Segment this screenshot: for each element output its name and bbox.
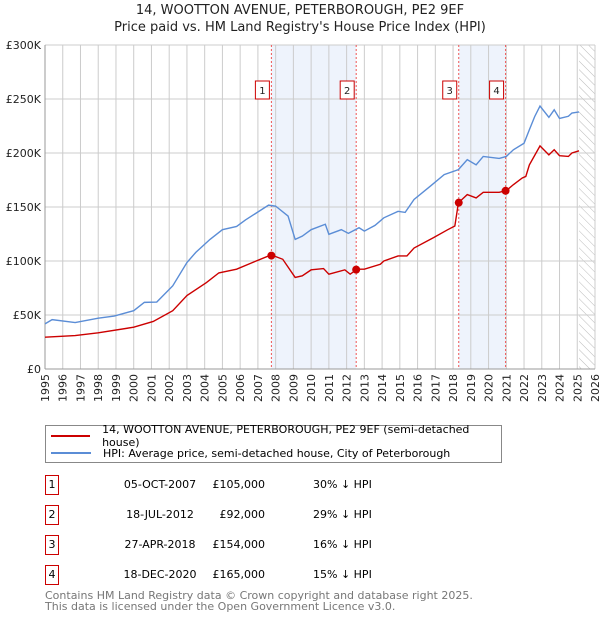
x-tick-label: 1999	[110, 374, 123, 402]
y-tick-label: £0	[27, 363, 41, 376]
legend-label: 14, WOOTTON AVENUE, PETERBOROUGH, PE2 9E…	[102, 423, 470, 449]
sale-date: 27-APR-2018	[124, 538, 196, 551]
x-tick-label: 2004	[199, 374, 212, 402]
footer-licence: This data is licensed under the Open Gov…	[45, 600, 396, 613]
x-tick-label: 2002	[163, 374, 176, 402]
y-tick-label: £300K	[6, 39, 42, 52]
y-tick-label: £150K	[6, 201, 42, 214]
x-tick-label: 2010	[305, 374, 318, 402]
legend-swatch	[51, 452, 91, 454]
sale-label: 3	[447, 86, 453, 97]
x-tick-label: 2019	[465, 374, 478, 402]
x-tick-label: 2015	[394, 374, 407, 402]
sale-price: £165,000	[212, 568, 266, 581]
x-tick-label: 2007	[252, 374, 265, 402]
x-tick-label: 1997	[74, 374, 87, 402]
plot-area: 1995 1996 1997 1998 1999 2000 2001 2002 2003 2004…	[6, 39, 600, 402]
sale-point	[352, 265, 361, 274]
sale-label: 4	[493, 86, 499, 97]
x-tick-label: 1996	[57, 374, 70, 402]
x-tick-label: 2022	[518, 374, 531, 402]
x-tick-label: 2008	[270, 374, 283, 402]
sale-row: 3 27-APR-2018 £154,000 16% ↓ HPI	[45, 535, 445, 555]
y-tick-label: £200K	[6, 147, 42, 160]
sale-price: £154,000	[212, 538, 266, 551]
sale-hpi-diff: 15% ↓ HPI	[313, 568, 372, 581]
x-tick-label: 2017	[429, 374, 442, 402]
sale-point	[454, 198, 463, 207]
sale-hpi-diff: 29% ↓ HPI	[313, 508, 372, 521]
x-tick-label: 2025	[571, 374, 584, 402]
x-tick-label: 2018	[447, 374, 460, 402]
legend: 14, WOOTTON AVENUE, PETERBOROUGH, PE2 9E…	[45, 423, 502, 463]
x-tick-label: 2009	[287, 374, 300, 402]
sale-hpi-diff: 30% ↓ HPI	[313, 478, 372, 491]
sale-date: 18-DEC-2020	[123, 568, 197, 581]
sale-row: 4 18-DEC-2020 £165,000 15% ↓ HPI	[45, 565, 445, 585]
sale-point	[501, 186, 510, 195]
x-tick-label: 2021	[500, 374, 513, 402]
x-tick-label: 2003	[181, 374, 194, 402]
x-tick-label: 2014	[376, 374, 389, 402]
x-tick-label: 2026	[589, 374, 600, 402]
y-tick-label: £100K	[6, 255, 42, 268]
x-tick-label: 2024	[554, 374, 567, 402]
sale-date: 18-JUL-2012	[126, 508, 194, 521]
x-tick-label: 2006	[234, 374, 247, 402]
legend-swatch	[51, 435, 91, 437]
chart-subtitle: Price paid vs. HM Land Registry's House …	[114, 20, 486, 35]
x-tick-label: 1995	[39, 374, 52, 402]
sale-number: 3	[45, 535, 59, 555]
x-tick-label: 2023	[536, 374, 549, 402]
x-tick-label: 2012	[341, 374, 354, 402]
x-tick-label: 2016	[412, 374, 425, 402]
x-tick-label: 2011	[323, 374, 336, 402]
x-tick-label: 2005	[216, 374, 229, 402]
sale-number: 2	[45, 505, 59, 525]
x-tick-label: 2013	[358, 374, 371, 402]
sale-price: £92,000	[219, 508, 266, 521]
footer-copyright: Contains HM Land Registry data © Crown c…	[45, 589, 473, 602]
x-tick-label: 2020	[483, 374, 496, 402]
sale-price: £105,000	[212, 478, 266, 491]
sale-hpi-diff: 16% ↓ HPI	[313, 538, 372, 551]
sale-number: 1	[45, 475, 59, 495]
y-tick-label: £250K	[6, 93, 42, 106]
chart-title: 14, WOOTTON AVENUE, PETERBOROUGH, PE2 9E…	[135, 3, 465, 18]
sale-label: 1	[259, 86, 265, 97]
legend-item-hpi: HPI: Average price, semi-detached house,…	[46, 445, 450, 461]
y-tick-label: £50K	[13, 309, 42, 322]
x-tick-label: 2001	[145, 374, 158, 402]
sale-label-box	[442, 80, 458, 100]
sale-label: 2	[344, 86, 350, 97]
x-tick-label: 2000	[128, 374, 141, 402]
sale-label-box	[254, 80, 270, 100]
sale-point	[267, 251, 276, 260]
sale-date: 05-OCT-2007	[123, 478, 197, 491]
sale-number: 4	[45, 565, 59, 585]
sale-label-box	[489, 80, 505, 100]
price-paid-line	[44, 144, 580, 338]
sale-label-box	[339, 80, 355, 100]
hpi-line	[44, 104, 580, 325]
sale-row: 1 05-OCT-2007 £105,000 30% ↓ HPI	[45, 475, 445, 495]
legend-item-property: 14, WOOTTON AVENUE, PETERBOROUGH, PE2 9E…	[46, 423, 501, 449]
legend-label: HPI: Average price, semi-detached house,…	[103, 446, 451, 460]
x-tick-label: 1998	[92, 374, 105, 402]
sale-row: 2 18-JUL-2012 £92,000 29% ↓ HPI	[45, 505, 445, 525]
